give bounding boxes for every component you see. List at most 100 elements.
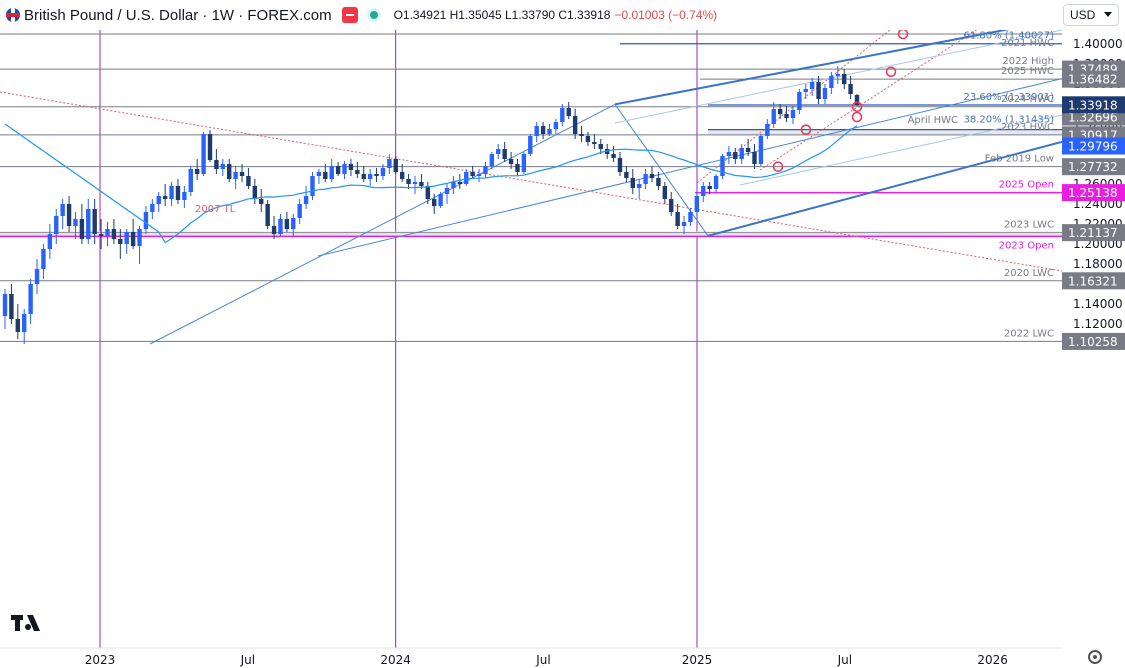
marker-circle[interactable]	[851, 111, 863, 123]
candle[interactable]	[335, 162, 341, 176]
candle[interactable]	[233, 166, 238, 189]
candle[interactable]	[841, 69, 847, 89]
candle[interactable]	[636, 179, 642, 199]
channel-line-red[interactable]	[759, 18, 995, 171]
candle[interactable]	[188, 166, 193, 196]
candle[interactable]	[194, 159, 200, 180]
candle[interactable]	[694, 192, 700, 216]
candle[interactable]	[585, 132, 591, 146]
marker-circle[interactable]	[772, 161, 784, 172]
candle[interactable]	[380, 164, 386, 180]
candle[interactable]	[688, 208, 693, 226]
candle[interactable]	[765, 119, 770, 139]
candle[interactable]	[124, 229, 129, 254]
candle[interactable]	[496, 144, 501, 159]
candle[interactable]	[28, 279, 33, 324]
candle[interactable]	[271, 216, 277, 239]
candle[interactable]	[489, 152, 495, 169]
candle[interactable]	[54, 209, 59, 244]
candle[interactable]	[130, 219, 136, 249]
candle[interactable]	[329, 159, 334, 182]
candle[interactable]	[118, 229, 123, 259]
candle[interactable]	[662, 182, 668, 204]
candle[interactable]	[111, 219, 117, 244]
candle[interactable]	[758, 134, 764, 166]
candle[interactable]	[348, 159, 354, 176]
marker-circle[interactable]	[851, 101, 863, 113]
market-closed-icon[interactable]	[341, 7, 358, 23]
trendline-2007[interactable]	[0, 91, 1062, 272]
price-tag[interactable]: 1.29796	[1062, 137, 1125, 155]
candle[interactable]	[143, 206, 149, 234]
candle[interactable]	[777, 104, 783, 119]
candle[interactable]	[521, 152, 527, 174]
candle[interactable]	[726, 146, 732, 164]
candle[interactable]	[713, 174, 719, 192]
candle[interactable]	[553, 119, 559, 134]
candle[interactable]	[534, 122, 539, 142]
candle[interactable]	[816, 76, 821, 104]
price-tag[interactable]: 1.33918	[1062, 96, 1125, 114]
candle[interactable]	[451, 176, 456, 194]
candle[interactable]	[214, 149, 219, 174]
candle[interactable]	[2, 289, 8, 329]
candle[interactable]	[399, 164, 405, 182]
candle[interactable]	[508, 152, 514, 169]
candle[interactable]	[207, 130, 213, 162]
candle[interactable]	[502, 142, 507, 162]
candle[interactable]	[681, 216, 687, 234]
tradingview-logo[interactable]	[11, 615, 40, 631]
candle[interactable]	[355, 162, 360, 178]
candle[interactable]	[156, 192, 161, 212]
candle[interactable]	[483, 162, 488, 178]
time-axis[interactable]: 2023 Jul 2024 Jul 2025 Jul 2026	[0, 647, 1062, 667]
candle[interactable]	[476, 169, 482, 182]
candle[interactable]	[361, 166, 366, 182]
candle[interactable]	[572, 109, 578, 139]
candle[interactable]	[278, 214, 283, 236]
candle[interactable]	[643, 169, 648, 189]
candle[interactable]	[227, 159, 232, 182]
candle[interactable]	[297, 199, 302, 224]
candle[interactable]	[412, 176, 418, 194]
candle[interactable]	[73, 212, 78, 239]
candle[interactable]	[854, 94, 860, 106]
candle[interactable]	[611, 146, 616, 162]
price-axis[interactable]: 1.400001.380001.360001.340001.320001.300…	[1062, 30, 1125, 648]
price-tag[interactable]: 1.25138	[1062, 184, 1125, 202]
candle[interactable]	[47, 224, 53, 259]
candle[interactable]	[797, 89, 802, 114]
candle[interactable]	[387, 154, 392, 174]
channel-line[interactable]	[614, 30, 1062, 124]
candle[interactable]	[790, 106, 796, 124]
symbol-title[interactable]: British Pound / U.S. Dollar · 1W · FOREX…	[24, 6, 332, 24]
channel-line[interactable]	[614, 19, 1062, 106]
candle[interactable]	[60, 199, 65, 229]
candle[interactable]	[566, 102, 571, 119]
candle[interactable]	[150, 199, 155, 219]
candle[interactable]	[560, 104, 565, 126]
candle[interactable]	[624, 166, 629, 182]
channel-line[interactable]	[317, 78, 1062, 257]
candle[interactable]	[720, 154, 725, 179]
candle[interactable]	[98, 219, 104, 249]
candle[interactable]	[528, 134, 533, 156]
channel-line[interactable]	[739, 114, 1062, 186]
candle[interactable]	[579, 126, 584, 142]
candle[interactable]	[15, 304, 21, 339]
candle[interactable]	[438, 192, 443, 208]
price-tag[interactable]: 1.27732	[1062, 158, 1125, 176]
candle[interactable]	[259, 189, 264, 212]
candle[interactable]	[374, 168, 379, 182]
moving-average-line[interactable]	[4, 123, 858, 244]
candle[interactable]	[701, 182, 706, 202]
candle[interactable]	[41, 244, 46, 279]
candle[interactable]	[162, 184, 168, 206]
candle[interactable]	[406, 174, 411, 189]
candle[interactable]	[303, 186, 309, 209]
candle[interactable]	[105, 222, 110, 246]
candle[interactable]	[92, 199, 97, 244]
candle[interactable]	[316, 169, 322, 184]
candle[interactable]	[34, 259, 40, 294]
candle[interactable]	[66, 196, 72, 232]
